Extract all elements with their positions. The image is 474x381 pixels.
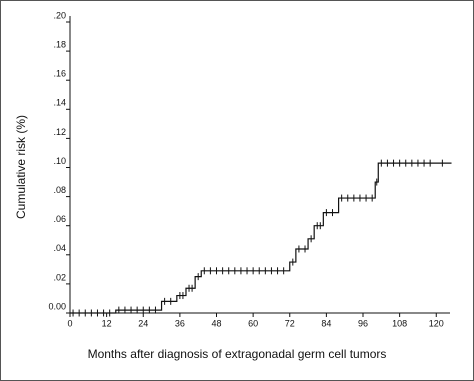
y-tick-label: .16 (53, 69, 66, 79)
x-axis-label: Months after diagnosis of extragonadal g… (88, 347, 387, 361)
x-tick-label: 36 (175, 318, 185, 328)
x-tick-label: 72 (285, 318, 295, 328)
y-tick-label: .08 (53, 185, 66, 195)
step-line (70, 162, 452, 314)
x-tick-label: 0 (67, 318, 72, 328)
y-tick-label: .20 (53, 10, 66, 20)
y-tick-label: .06 (53, 214, 66, 224)
y-tick-label: .18 (53, 39, 66, 49)
x-tick-label: 12 (102, 318, 112, 328)
y-tick-label: .02 (53, 272, 66, 282)
y-tick-label: .14 (53, 98, 66, 108)
x-tick-label: 120 (429, 318, 444, 328)
y-tick-label: .10 (53, 156, 66, 166)
x-tick-label: 24 (138, 318, 148, 328)
y-axis-label: Cumulative risk (%) (14, 115, 28, 219)
x-tick-label: 60 (248, 318, 258, 328)
y-tick-label: 0.00 (48, 301, 66, 311)
y-tick-label: .12 (53, 127, 66, 137)
x-tick-label: 96 (358, 318, 368, 328)
x-tick-label: 108 (392, 318, 407, 328)
x-tick-label: 84 (321, 318, 331, 328)
x-tick-label: 48 (211, 318, 221, 328)
y-tick-label: .04 (53, 243, 66, 253)
